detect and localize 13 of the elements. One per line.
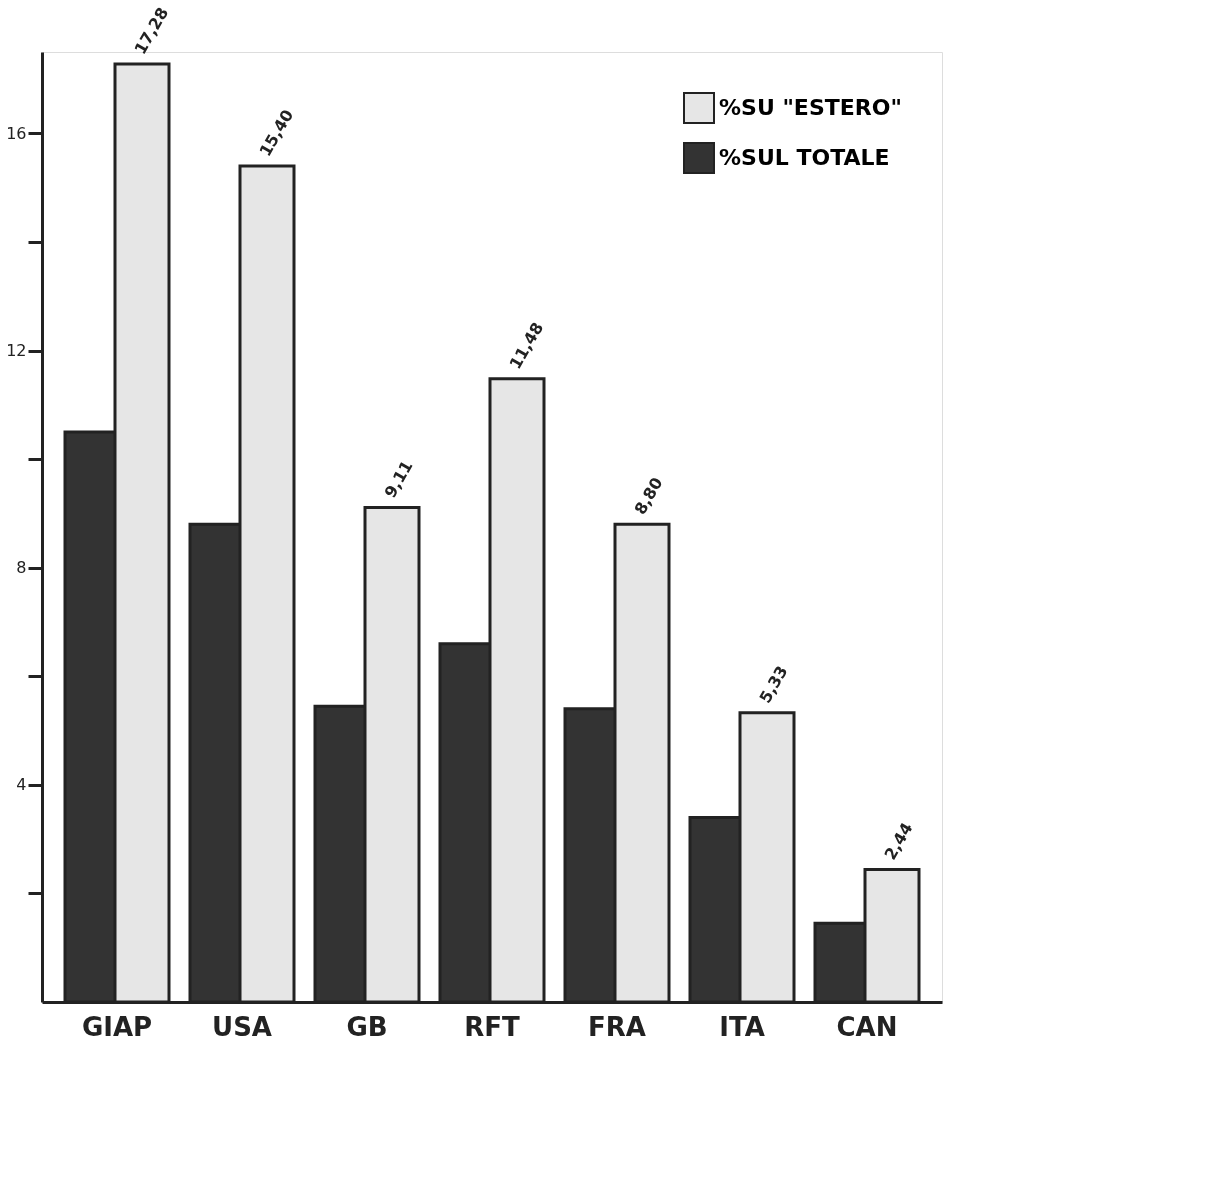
x-tick-label: RFT [464,1011,521,1042]
legend-label: %SU "ESTERO" [719,95,902,120]
y-tick-label: 8 [16,558,27,578]
y-tick-label: 12 [6,341,27,361]
x-tick-label: ITA [719,1011,765,1042]
x-tick-label: GB [346,1011,388,1042]
x-tick-label: FRA [588,1011,646,1042]
x-tick-label: CAN [836,1011,898,1042]
x-tick-label: USA [212,1011,272,1042]
y-tick-label: 4 [16,775,27,795]
y-tick-label: 16 [6,123,27,143]
legend-label: %SUL TOTALE [719,145,890,170]
x-tick-label: GIAP [81,1011,153,1042]
